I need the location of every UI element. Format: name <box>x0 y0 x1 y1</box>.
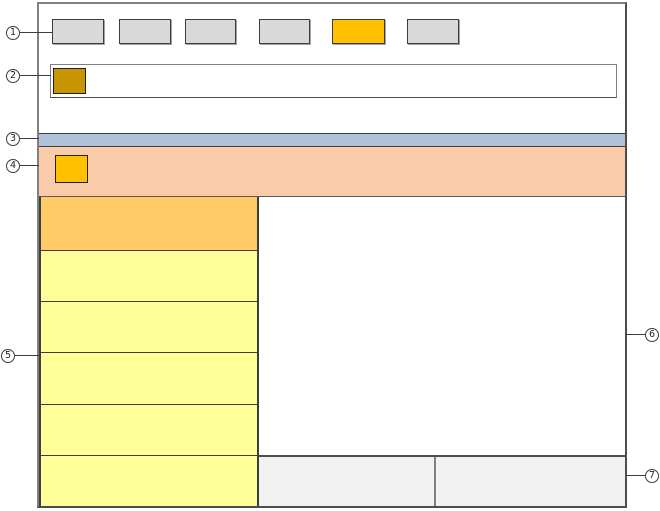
callout-line-7 <box>627 475 645 476</box>
sidebar-row-5[interactable] <box>39 455 257 507</box>
toolbar-button-6[interactable] <box>407 19 459 44</box>
toolbar-button-5-active[interactable] <box>332 19 385 44</box>
header-area <box>39 4 625 133</box>
banner-bar <box>39 147 625 197</box>
callout-4: 4 <box>6 159 20 173</box>
callout-3: 3 <box>6 132 20 146</box>
sidebar-header[interactable] <box>39 197 257 251</box>
banner-icon[interactable] <box>55 155 88 183</box>
callout-line-3 <box>20 138 39 139</box>
callout-7: 7 <box>645 469 659 483</box>
status-cell-right <box>436 457 625 506</box>
callout-line-2 <box>20 75 51 76</box>
sidebar-row-4[interactable] <box>39 404 257 456</box>
toolbar-button-2[interactable] <box>119 19 171 44</box>
callout-1: 1 <box>6 26 20 40</box>
toolbar-button-4[interactable] <box>259 19 310 44</box>
toolbar-button-1[interactable] <box>52 19 104 44</box>
callout-6: 6 <box>645 328 659 342</box>
callout-line-6 <box>626 334 645 335</box>
sidebar-row-3[interactable] <box>39 353 257 405</box>
app-window <box>37 2 627 508</box>
toolbar-button-3[interactable] <box>185 19 236 44</box>
sidebar-row-2[interactable] <box>39 302 257 354</box>
menu-bar <box>39 133 625 147</box>
callout-line-4 <box>20 165 39 166</box>
callout-line-5 <box>15 355 39 356</box>
main-area <box>259 197 625 506</box>
status-cell-left <box>259 457 436 506</box>
toolbar-icon[interactable] <box>53 68 86 94</box>
content-area <box>259 197 625 455</box>
callout-line-1 <box>20 32 53 33</box>
sidebar-row-1[interactable] <box>39 251 257 303</box>
status-bar <box>259 455 625 506</box>
callout-5: 5 <box>1 349 15 363</box>
callout-2: 2 <box>6 69 20 83</box>
sidebar <box>39 197 259 507</box>
body-area <box>39 197 625 507</box>
toolbar <box>50 64 617 98</box>
